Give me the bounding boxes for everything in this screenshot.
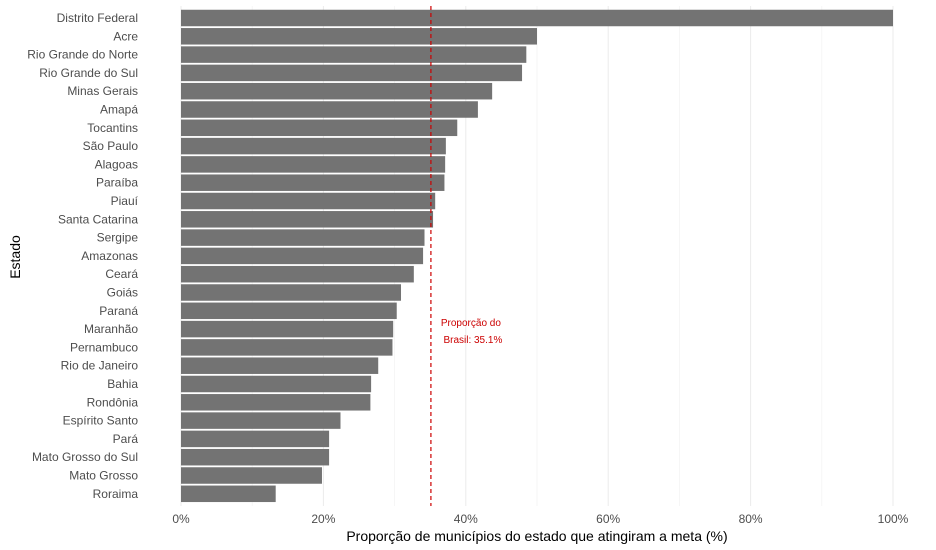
x-tick-label: 40% xyxy=(454,512,478,526)
bar xyxy=(181,192,436,210)
category-label: Paraíba xyxy=(96,176,138,190)
x-axis-title: Proporção de municípios do estado que at… xyxy=(346,528,727,544)
bar xyxy=(181,430,330,448)
reference-label-line1: Proporção do xyxy=(441,318,501,329)
category-label: Sergipe xyxy=(97,231,139,245)
y-axis-title: Estado xyxy=(7,235,23,279)
bar xyxy=(181,82,493,100)
bar xyxy=(181,9,893,27)
x-tick-label: 60% xyxy=(596,512,620,526)
category-label: Alagoas xyxy=(95,157,138,171)
bar xyxy=(181,101,478,118)
category-label: Acre xyxy=(113,29,138,43)
category-label: Maranhão xyxy=(84,322,138,336)
bar xyxy=(181,375,372,393)
category-label: Ceará xyxy=(105,267,138,281)
category-label: Pernambuco xyxy=(70,340,138,354)
category-label: Bahia xyxy=(107,377,138,391)
bar xyxy=(181,412,341,429)
category-label: Goiás xyxy=(107,286,138,300)
category-label: Pará xyxy=(113,432,139,446)
bar xyxy=(181,229,425,246)
category-label: Piauí xyxy=(111,194,139,208)
category-label: Tocantins xyxy=(87,121,138,135)
x-tick-label: 80% xyxy=(739,512,763,526)
category-label: Amazonas xyxy=(81,249,138,263)
category-label: Paraná xyxy=(99,304,138,318)
bar xyxy=(181,467,322,484)
category-label: Rio Grande do Sul xyxy=(39,66,138,80)
category-label: Santa Catarina xyxy=(58,212,138,226)
category-label: Minas Gerais xyxy=(67,84,138,98)
category-label: Rio de Janeiro xyxy=(61,359,139,373)
bar xyxy=(181,137,446,155)
bar xyxy=(181,46,527,63)
bar xyxy=(181,156,446,173)
category-label: Rondônia xyxy=(87,395,139,409)
category-label: São Paulo xyxy=(83,139,139,153)
category-label: Rio Grande do Norte xyxy=(27,48,138,62)
bar xyxy=(181,174,445,191)
bar xyxy=(181,302,397,320)
bar xyxy=(181,119,458,137)
bar xyxy=(181,485,276,503)
reference-line-group: Proporção do Brasil: 35.1% xyxy=(430,6,502,506)
bar xyxy=(181,247,424,265)
x-tick-label: 0% xyxy=(172,512,190,526)
reference-label-line2: Brasil: 35.1% xyxy=(443,335,502,346)
bar xyxy=(181,211,434,228)
bar xyxy=(181,357,379,374)
category-label: Distrito Federal xyxy=(57,11,138,25)
bar xyxy=(181,284,402,301)
bar xyxy=(181,339,393,356)
category-label: Mato Grosso xyxy=(69,469,138,483)
category-label: Mato Grosso do Sul xyxy=(32,450,138,464)
category-label: Amapá xyxy=(100,103,138,117)
bar xyxy=(181,28,537,45)
bar xyxy=(181,265,414,283)
x-tick-label: 100% xyxy=(878,512,909,526)
bar xyxy=(181,394,371,411)
x-tick-label: 20% xyxy=(311,512,335,526)
bars xyxy=(181,9,893,503)
bar xyxy=(181,64,523,82)
bar xyxy=(181,320,394,338)
category-label: Espírito Santo xyxy=(63,414,139,428)
bar xyxy=(181,448,330,466)
category-label: Roraima xyxy=(93,487,139,501)
category-labels: Distrito Federal Acre Rio Grande do Norte R… xyxy=(27,11,138,501)
x-tick-labels: 0% 20% 40% 60% 80% 100% xyxy=(172,512,908,526)
